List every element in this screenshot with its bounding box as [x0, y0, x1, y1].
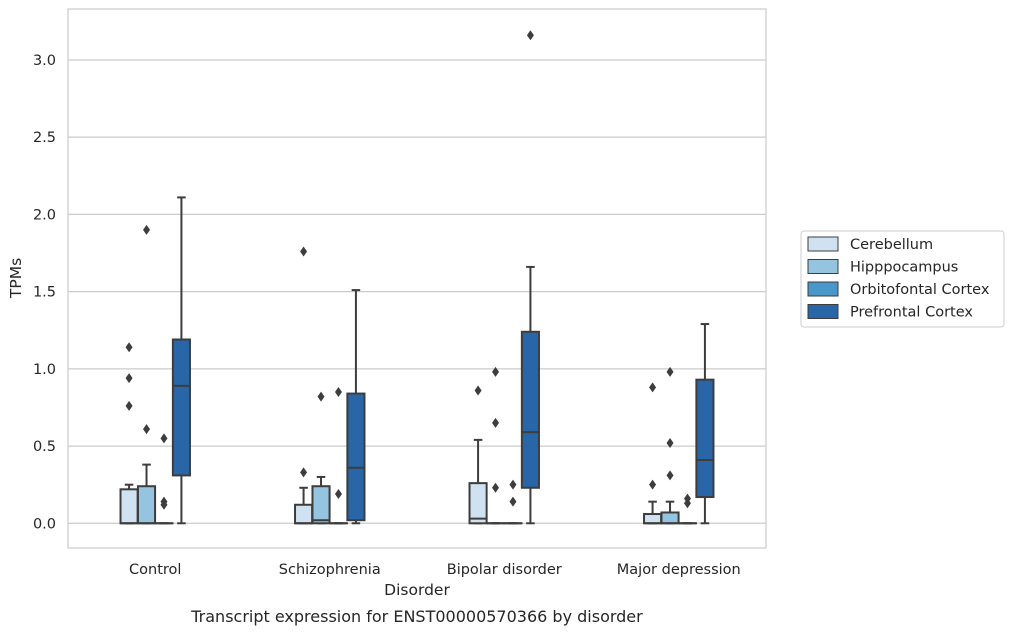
outlier-point [666, 437, 674, 448]
outlier-point [492, 482, 500, 493]
outlier-point [317, 391, 325, 402]
outlier-point [125, 373, 133, 384]
outlier-point [143, 424, 151, 435]
outlier-point [492, 417, 500, 428]
outlier-point [334, 387, 342, 398]
outlier-point [649, 382, 657, 393]
outlier-point [125, 342, 133, 353]
box [136, 224, 157, 525]
box-body [695, 378, 715, 499]
outlier-point [649, 479, 657, 490]
box [677, 493, 698, 525]
y-tick-label: 0.0 [33, 516, 56, 532]
legend-label: Cerebellum [850, 237, 933, 253]
y-tick-label: 2.0 [33, 207, 56, 223]
box [643, 382, 663, 525]
outlier-point [666, 470, 674, 481]
outlier-point [160, 499, 168, 510]
box-body [171, 338, 191, 477]
box [468, 385, 488, 525]
outlier-point [474, 385, 482, 396]
outlier-point [125, 400, 133, 411]
x-tick-label: Control [129, 562, 181, 578]
box-body [136, 485, 157, 525]
box [294, 246, 314, 525]
box-body [520, 330, 540, 489]
boxes [119, 30, 715, 525]
outlier-point [143, 224, 151, 235]
y-tick-label: 1.0 [33, 362, 56, 378]
legend-label: Orbitofontal Cortex [850, 282, 990, 298]
outlier-point [666, 366, 674, 377]
box-body [660, 511, 680, 525]
chart-caption: Transcript expression for ENST0000057036… [190, 607, 643, 626]
outlier-point [492, 366, 500, 377]
legend-swatch [807, 259, 839, 274]
legend-label: Hipppocampus [850, 260, 958, 276]
legend-frame [800, 230, 1005, 328]
outlier-point [334, 488, 342, 499]
box-body [294, 503, 314, 525]
box [485, 366, 506, 525]
box [520, 30, 540, 525]
box [695, 323, 715, 525]
box [660, 366, 680, 525]
y-tick-label: 0.5 [33, 439, 56, 455]
box-body [119, 488, 139, 525]
outlier-point [300, 246, 308, 257]
box-body [643, 513, 663, 525]
legend: Cerebellum Hipppocampus Orbitofontal Corte… [800, 230, 1005, 328]
x-tick-labels: Control Schizophrenia Bipolar disorder Majo… [129, 562, 741, 578]
legend-swatch [807, 304, 839, 319]
box [328, 387, 349, 525]
plot-area-frame [67, 8, 767, 549]
box [154, 433, 174, 525]
y-tick-labels: 0.0 0.5 1.0 1.5 2.0 2.5 3.0 [33, 53, 56, 532]
box-body [311, 485, 331, 525]
outlier-point [509, 496, 517, 507]
x-tick-label: Major depression [617, 562, 741, 578]
outlier-point [683, 498, 691, 509]
y-axis-title: TPMs [7, 258, 25, 299]
x-axis-title: Disorder [384, 581, 450, 599]
x-tick-label: Schizophrenia [279, 562, 381, 578]
outlier-point [300, 467, 308, 478]
outlier-point [509, 479, 517, 490]
box-body [346, 392, 366, 522]
outlier-point [526, 30, 534, 41]
box [503, 479, 523, 525]
legend-label: Prefrontal Cortex [850, 305, 973, 321]
box [311, 391, 331, 525]
x-tick-label: Bipolar disorder [447, 562, 562, 578]
box-body [468, 482, 488, 525]
legend-swatch [807, 236, 839, 252]
y-tick-label: 3.0 [33, 53, 56, 69]
y-tick-label: 2.5 [33, 130, 56, 146]
y-tick-label: 1.5 [33, 285, 56, 301]
box [171, 196, 191, 525]
legend-swatch [807, 281, 839, 297]
outlier-point [160, 433, 168, 444]
box [346, 289, 366, 525]
